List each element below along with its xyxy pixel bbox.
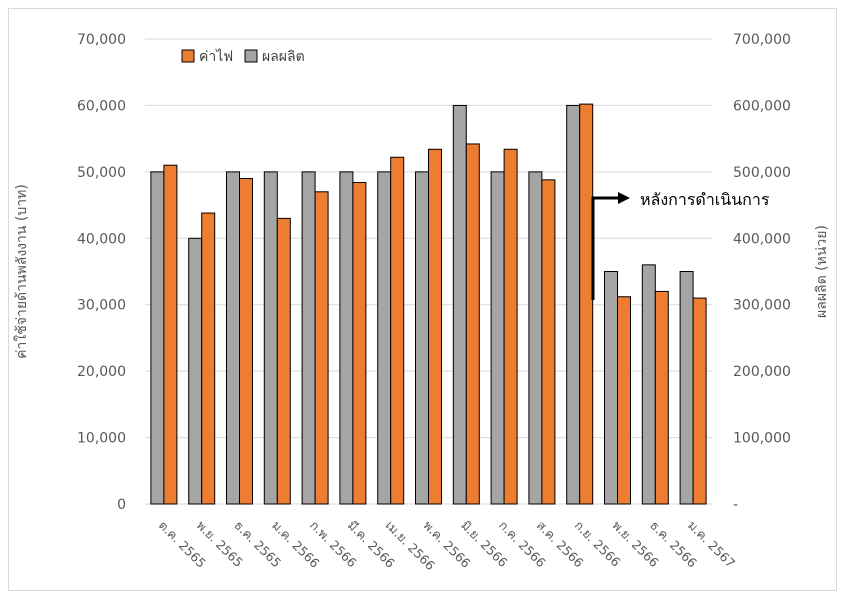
bar-production: [377, 171, 392, 505]
left-tick-label: 40,000: [77, 231, 126, 247]
annotation-arrow: [591, 196, 620, 300]
bar-production: [679, 271, 694, 505]
bar-energy-cost: [692, 297, 707, 505]
bar-energy-cost: [352, 181, 367, 505]
left-tick-label: 30,000: [77, 298, 126, 314]
bar-production: [339, 171, 354, 505]
right-tick-label: 300,000: [733, 298, 791, 314]
right-tick-label: -: [733, 497, 738, 513]
bar-energy-cost: [428, 148, 442, 505]
bar-production: [226, 171, 240, 505]
bar-production: [263, 171, 278, 505]
legend-swatch-energy-cost: [181, 49, 195, 63]
bar-energy-cost: [314, 191, 329, 505]
bar-energy-cost: [579, 103, 594, 505]
bar-production: [150, 171, 165, 505]
bar-production: [415, 171, 429, 505]
bar-production: [566, 104, 581, 505]
bar-energy-cost: [276, 217, 291, 505]
annotation-text: หลังการดำเนินการ: [640, 190, 770, 209]
bar-energy-cost: [465, 143, 480, 505]
bar-production: [188, 237, 203, 505]
bar-production: [452, 104, 467, 505]
left-tick-label: 60,000: [77, 98, 126, 114]
legend-label-energy-cost: ค่าไฟ: [199, 48, 233, 65]
bar-production: [641, 264, 656, 505]
bar-energy-cost: [541, 179, 556, 505]
right-tick-label: 600,000: [733, 98, 791, 114]
right-tick-label: 100,000: [733, 431, 791, 447]
right-tick-label: 400,000: [733, 231, 791, 247]
left-axis-title: ค่าใช้จ่ายด้านพลังงาน (บาท): [13, 184, 30, 359]
left-tick-label: 50,000: [77, 165, 126, 181]
bar-production: [301, 171, 316, 505]
bar-energy-cost: [390, 156, 405, 505]
right-tick-label: 500,000: [733, 165, 791, 181]
bar-energy-cost: [163, 164, 178, 505]
annotation-arrowhead: [618, 192, 630, 204]
bar-energy-cost: [201, 212, 216, 505]
left-tick-label: 0: [117, 497, 126, 513]
right-tick-label: 200,000: [733, 364, 791, 380]
bar-energy-cost: [617, 296, 631, 505]
bar-energy-cost: [503, 148, 518, 505]
legend-label-production: ผลผลิต: [262, 49, 305, 65]
bar-production: [490, 171, 505, 505]
bar-energy-cost: [239, 178, 253, 505]
left-tick-label: 20,000: [77, 364, 126, 380]
bar-energy-cost: [654, 290, 669, 505]
bar-production: [604, 271, 618, 505]
right-axis-title: ผลผลิต (หน่วย): [814, 225, 830, 318]
right-tick-label: 700,000: [733, 32, 791, 48]
legend-swatch-production: [244, 49, 258, 63]
left-tick-label: 70,000: [77, 32, 126, 48]
left-tick-label: 10,000: [77, 431, 126, 447]
bar-production: [528, 171, 543, 505]
